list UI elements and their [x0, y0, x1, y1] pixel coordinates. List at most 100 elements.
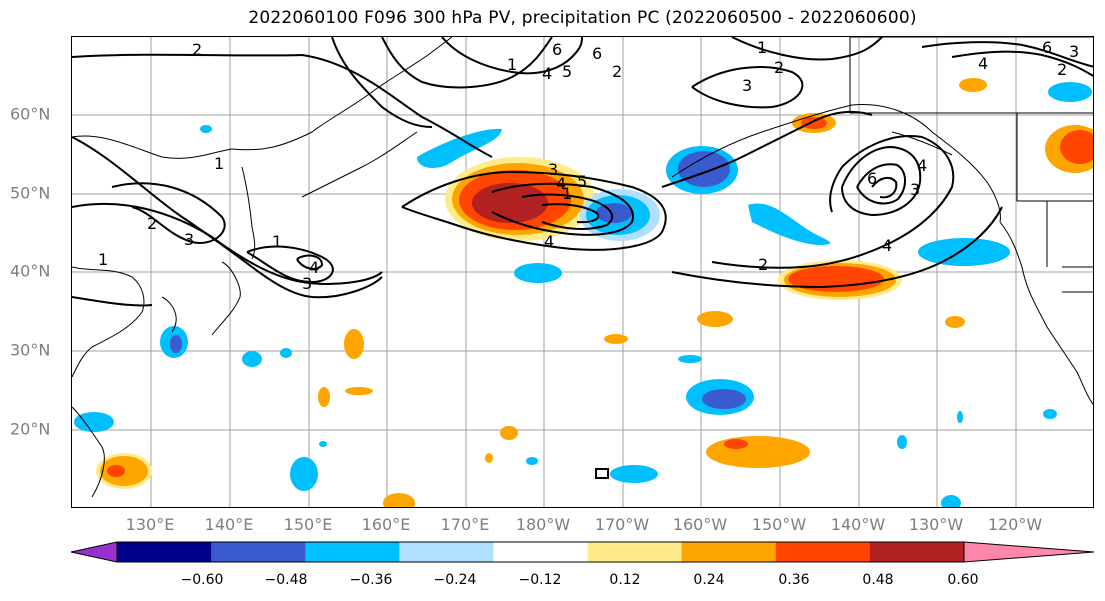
precip-negative	[941, 495, 961, 507]
contour-label: 6	[867, 169, 877, 188]
colorbar-segment	[775, 542, 871, 562]
precip-negative	[280, 348, 292, 358]
lat-label: 50°N	[10, 183, 51, 203]
lon-label: 130°W	[908, 515, 964, 534]
precip-negative	[514, 263, 562, 283]
precip-positive	[500, 426, 518, 440]
map-panel[interactable]: 2 2 1 3 2 6 1 6 4 5 1 2 3 4 1 3 1 4 3 4 …	[71, 36, 1094, 508]
contour-label: 1	[214, 154, 224, 173]
contour-label: 4	[556, 174, 566, 193]
precip-positive	[801, 117, 827, 129]
lon-label: 180°W	[515, 515, 571, 534]
precip-positive	[1060, 130, 1093, 164]
coastlines	[72, 37, 1093, 498]
map-canvas: 2 2 1 3 2 6 1 6 4 5 1 2 3 4 1 3 1 4 3 4 …	[72, 37, 1093, 507]
contour-label: 2	[147, 214, 157, 233]
colorbar-tick: −0.48	[264, 572, 308, 588]
precip-positive	[472, 183, 548, 223]
contour-label: 3	[184, 230, 194, 249]
contour-label: 5	[562, 62, 572, 81]
contour-label: 2	[612, 62, 622, 81]
lon-label: 150°W	[751, 515, 807, 534]
precip-positive	[344, 329, 364, 359]
contour-label: 2	[192, 40, 202, 59]
lon-label: 170°E	[440, 515, 490, 534]
precip-positive	[318, 387, 330, 407]
colorbar-tick: −0.36	[349, 572, 393, 588]
colorbar-segment	[869, 542, 965, 562]
precip-negative	[748, 203, 831, 245]
precip-positive	[485, 453, 493, 463]
contour-label: 6	[1042, 38, 1052, 57]
precip-negative	[1048, 82, 1092, 102]
precip-positive	[345, 387, 373, 395]
colorbar-segment	[211, 542, 306, 562]
precip-shading	[74, 78, 1093, 507]
precip-negative	[74, 412, 114, 432]
contour-label: 4	[978, 54, 988, 73]
lon-label: 140°E	[204, 515, 254, 534]
pv-contours	[72, 37, 1093, 479]
precip-negative	[702, 389, 746, 409]
lat-label: 40°N	[10, 261, 51, 281]
precip-positive	[697, 311, 733, 327]
contour-label: 1	[507, 55, 517, 74]
lon-label: 170°W	[594, 515, 650, 534]
colorbar-tick: −0.24	[433, 572, 477, 588]
precip-negative	[170, 335, 182, 353]
contour-label: 1	[98, 250, 108, 269]
colorbar-tick: 0.48	[862, 572, 894, 588]
precip-positive	[788, 266, 884, 292]
precip-negative	[319, 441, 327, 447]
contour-label: 4	[309, 258, 319, 277]
precip-positive	[945, 316, 965, 328]
contour-label: 3	[1069, 42, 1079, 61]
colorbar-tick: −0.60	[180, 572, 224, 588]
colorbar-tick: 0.24	[693, 572, 725, 588]
colorbar-extend-high	[963, 541, 1095, 563]
precip-negative	[242, 351, 262, 367]
colorbar-tick: 0.36	[778, 572, 810, 588]
precip-negative	[200, 125, 212, 133]
contour-label: 2	[758, 255, 768, 274]
lat-label: 20°N	[10, 419, 51, 439]
colorbar-extend-low	[70, 541, 118, 563]
contour-label: 3	[742, 76, 752, 95]
contour-label: 3	[910, 180, 920, 199]
contour-label: 1	[272, 232, 282, 251]
contour-label: 6	[592, 44, 602, 63]
lon-label: 160°W	[672, 515, 728, 534]
lat-label: 60°N	[10, 104, 51, 124]
precip-positive	[959, 78, 987, 92]
contour-label: 4	[917, 156, 927, 175]
contour-label: 1	[562, 184, 572, 203]
lon-label: 150°E	[283, 515, 333, 534]
colorbar-segment	[587, 542, 683, 562]
contour-label: 2	[1057, 60, 1067, 79]
contour-label: 5	[577, 172, 587, 191]
precip-negative	[290, 457, 318, 491]
lon-label: 130°E	[125, 515, 175, 534]
graticule	[72, 37, 1093, 507]
precip-positive	[724, 439, 748, 449]
contour-label: 6	[552, 40, 562, 59]
precip-negative	[918, 238, 1010, 266]
colorbar-tick: 0.12	[609, 572, 641, 588]
contour-label: 1	[757, 38, 767, 57]
precip-negative	[417, 128, 502, 169]
contour-label: 4	[542, 64, 552, 83]
precip-negative	[957, 411, 963, 423]
contour-labels: 2 2 1 3 2 6 1 6 4 5 1 2 3 4 1 3 1 4 3 4 …	[98, 38, 1079, 293]
precip-negative	[897, 435, 907, 449]
lat-label: 30°N	[10, 340, 51, 360]
chart-title: 2022060100 F096 300 hPa PV, precipitatio…	[248, 8, 917, 28]
colorbar-tick: −0.12	[518, 572, 562, 588]
colorbar-segment	[305, 542, 400, 562]
contour-label: 2	[774, 58, 784, 77]
precip-negative	[596, 203, 632, 223]
colorbar-segment	[117, 542, 212, 562]
precip-negative	[1043, 409, 1057, 419]
contour-label: 3	[548, 160, 558, 179]
colorbar-segment	[681, 542, 777, 562]
